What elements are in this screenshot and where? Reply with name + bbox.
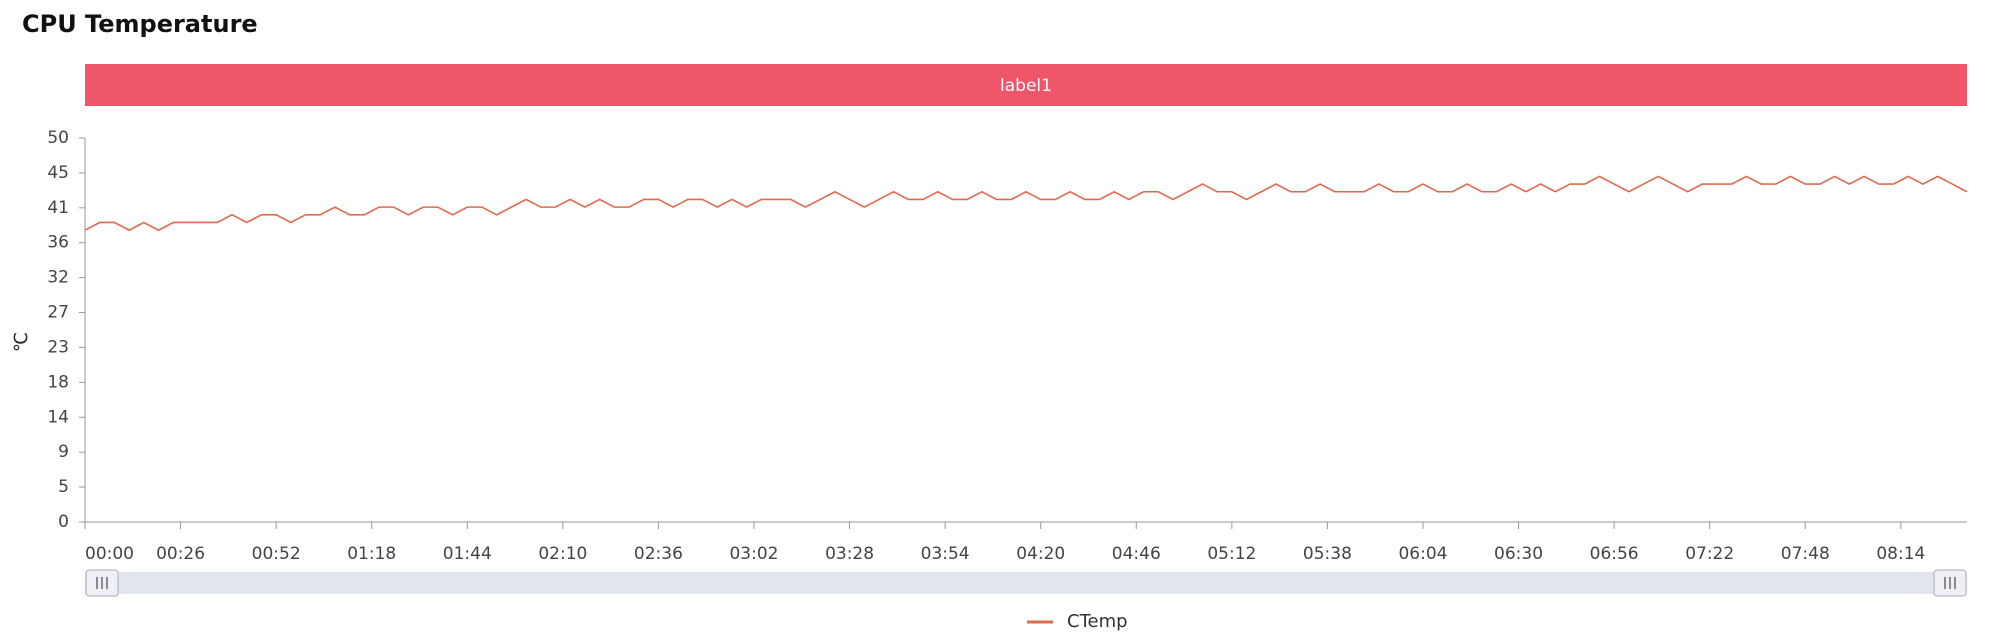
y-tick-label: 32 [47, 268, 69, 288]
y-tick-label: 41 [47, 198, 69, 218]
legend-label: CTemp [1067, 611, 1128, 632]
x-tick-label: 04:46 [1112, 544, 1161, 564]
y-tick-label: 5 [58, 477, 69, 497]
x-tick-label: 01:44 [443, 544, 492, 564]
zoom-slider[interactable] [85, 569, 1967, 597]
y-tick-label: 45 [47, 163, 69, 183]
handle-grip [96, 577, 108, 589]
y-tick-label: 23 [47, 337, 69, 357]
x-tick-label: 07:22 [1685, 544, 1734, 564]
banner-label: label1 [1000, 76, 1052, 96]
data-line [84, 175, 1968, 232]
slider-track[interactable] [85, 572, 1967, 594]
x-tick-label: 07:48 [1781, 544, 1830, 564]
x-tick-label: 06:04 [1398, 544, 1447, 564]
x-tick-label: 03:54 [921, 544, 970, 564]
x-tick-label: 01:18 [347, 544, 396, 564]
x-tick-label: 06:30 [1494, 544, 1543, 564]
x-tick-label: 00:00 [85, 544, 134, 564]
y-tick-label: 9 [58, 442, 69, 462]
x-tick-label: 03:02 [729, 544, 778, 564]
x-tick-label: 02:36 [634, 544, 683, 564]
x-tick-label: 02:10 [538, 544, 587, 564]
x-tick-label: 03:28 [825, 544, 874, 564]
y-axis-label: ℃ [11, 332, 32, 352]
y-tick-label: 18 [47, 372, 69, 392]
x-tick-label: 06:56 [1590, 544, 1639, 564]
x-tick-label: 00:26 [156, 544, 205, 564]
y-tick-label: 27 [47, 303, 69, 323]
chart-title: CPU Temperature [22, 10, 258, 38]
legend-item[interactable]: CTemp [1027, 611, 1128, 632]
banner [85, 64, 1967, 106]
handle-grip [1944, 577, 1956, 589]
y-tick-label: 14 [47, 407, 69, 427]
x-tick-label: 00:52 [252, 544, 301, 564]
x-tick-label: 04:20 [1016, 544, 1065, 564]
x-tick-label: 08:14 [1876, 544, 1925, 564]
x-tick-label: 05:38 [1303, 544, 1352, 564]
x-tick-label: 05:12 [1207, 544, 1256, 564]
y-tick-label: 36 [47, 233, 69, 253]
y-tick-label: 50 [47, 128, 69, 148]
y-tick-label: 0 [58, 512, 69, 532]
